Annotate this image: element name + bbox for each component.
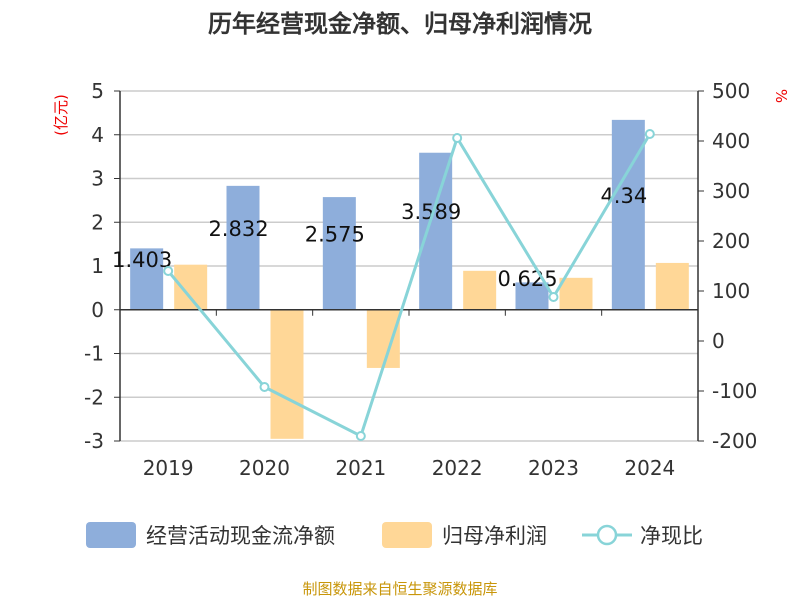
ratio-point: [163, 266, 174, 276]
legend-label: 经营活动现金流净额: [146, 524, 335, 548]
bar-profit: [559, 277, 593, 310]
x-tick-label: 2021: [335, 456, 386, 480]
bar-data-label: 2.832: [208, 217, 268, 241]
left-tick-label: 0: [91, 298, 104, 322]
left-tick-label: 2: [91, 210, 104, 234]
left-tick-label: -3: [84, 429, 104, 453]
left-tick-label: 1: [91, 254, 104, 278]
bar-cashflow: [130, 248, 164, 310]
bar-cashflow: [322, 197, 356, 310]
x-tick-label: 2022: [432, 456, 483, 480]
ratio-point: [355, 431, 366, 441]
left-tick-label: 4: [91, 123, 104, 147]
legend-swatch-profit: [382, 522, 432, 548]
left-tick-label: 3: [91, 167, 104, 191]
bar-cashflow: [226, 185, 260, 310]
right-tick-label: 0: [712, 329, 725, 353]
right-tick-label: -100: [712, 379, 757, 403]
x-tick-label: 2023: [528, 456, 579, 480]
right-tick-label: 100: [712, 279, 750, 303]
chart-title: 历年经营现金净额、归母净利润情况: [208, 10, 592, 38]
legend-swatch-cashflow: [86, 522, 136, 548]
bar-cashflow: [515, 282, 549, 310]
ratio-point: [452, 133, 463, 143]
x-tick-label: 2020: [239, 456, 290, 480]
bar-data-label: 1.403: [112, 248, 172, 272]
bar-profit: [366, 309, 400, 368]
legend-label: 归母净利润: [442, 524, 547, 548]
x-tick-label: 2019: [143, 456, 194, 480]
left-tick-label: -1: [84, 342, 104, 366]
bar-profit: [655, 262, 689, 310]
legend-label: 净现比: [640, 524, 703, 548]
ratio-point: [548, 292, 559, 302]
left-tick-label: 5: [91, 79, 104, 103]
right-tick-label: 500: [712, 79, 750, 103]
legend-swatch-ratio-marker: [596, 524, 618, 546]
right-tick-label: 400: [712, 129, 750, 153]
bar-profit: [270, 309, 304, 439]
ratio-line: [167, 133, 652, 439]
x-tick-label: 2024: [624, 456, 675, 480]
source-note: 制图数据来自恒生聚源数据库: [302, 580, 497, 598]
right-tick-label: -200: [712, 429, 757, 453]
bar-profit: [463, 270, 497, 310]
bar-data-label: 2.575: [305, 222, 365, 246]
right-tick-label: 300: [712, 179, 750, 203]
right-axis-unit: %: [772, 89, 790, 103]
bar-profit: [174, 264, 208, 310]
ratio-point: [259, 382, 270, 392]
left-axis-unit: (亿元): [52, 94, 70, 136]
ratio-point: [644, 129, 655, 139]
bar-cashflow: [419, 152, 453, 310]
left-tick-label: -2: [84, 385, 104, 409]
right-tick-label: 200: [712, 229, 750, 253]
